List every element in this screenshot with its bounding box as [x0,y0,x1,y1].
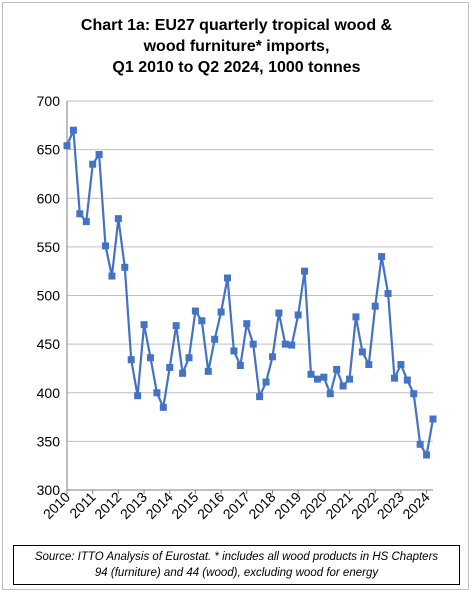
x-tick-label: 2021 [322,489,355,522]
data-point [275,309,283,317]
source-note-line-1: Source: ITTO Analysis of Eurostat. * inc… [34,551,439,563]
data-point [288,341,296,349]
data-point [140,321,148,329]
data-point [146,354,154,362]
data-point [384,290,392,298]
data-point [397,361,405,369]
data-point [243,320,251,328]
data-point [134,392,142,400]
x-tick-label: 2019 [271,489,304,522]
x-tick-label: 2013 [117,489,150,522]
data-point [230,347,238,355]
y-tick-label: 300 [37,482,61,498]
data-point [403,376,411,384]
data-point [256,393,264,401]
data-point [108,272,116,280]
y-axis-ticks: 300 350 400 450 500 550 600 650 700 [37,93,61,498]
data-point [121,263,129,271]
data-point [153,389,161,397]
data-point [365,361,373,369]
data-point [262,378,270,386]
data-point [281,340,289,348]
x-axis-ticks: 2010201120122013201420152016201720182019… [40,489,433,522]
data-point [204,367,212,375]
x-tick-label: 2011 [66,489,99,522]
data-point [224,274,232,282]
data-point [352,313,360,321]
y-tick-label: 400 [37,385,61,401]
x-tick-label: 2012 [91,489,124,522]
data-point [416,440,424,448]
data-point [429,415,437,423]
data-point [82,218,90,226]
source-note: Source: ITTO Analysis of Eurostat. * inc… [13,545,460,585]
chart-frame: Chart 1a: EU27 quarterly tropical wood &… [2,2,469,590]
chart-title-line-1: Chart 1a: EU27 quarterly tropical wood & [80,17,393,34]
data-point [102,242,110,250]
x-tick-label: 2022 [348,489,381,522]
data-point [95,150,103,158]
chart-title-line-3: Q1 2010 to Q2 2024, 1000 tonnes [112,59,361,76]
data-point [166,363,174,371]
y-tick-label: 550 [37,239,61,255]
data-point [294,311,302,319]
data-point [307,370,315,378]
data-point [358,348,366,356]
x-tick-label: 2016 [194,489,227,522]
data-point [410,390,418,398]
data-point [211,335,219,343]
data-point [333,365,341,373]
x-tick-label: 2015 [168,489,201,522]
y-tick-label: 350 [37,433,61,449]
data-point [127,356,135,364]
series-imports [63,126,437,459]
x-tick-label: 2018 [245,489,278,522]
data-point [89,160,97,168]
data-point [313,375,321,383]
y-tick-label: 500 [37,288,61,304]
data-point [390,374,398,382]
data-point [76,210,84,218]
data-point [346,375,354,383]
data-point [320,373,328,381]
series-line [65,129,435,457]
gridlines [67,100,433,491]
data-point [159,403,167,411]
data-point [185,354,193,362]
data-point [249,340,257,348]
data-point [326,390,334,398]
x-tick-label: 2017 [220,489,253,522]
line-chart: 300 350 400 450 500 550 600 650 700 201020112012… [37,93,437,522]
data-point [301,267,309,275]
data-point [268,353,276,361]
data-point [378,253,386,261]
x-tick-label: 2024 [399,489,432,522]
data-point [198,317,206,325]
data-point [423,451,431,459]
x-tick-label: 2020 [297,489,330,522]
data-point [63,142,71,150]
data-point [217,308,225,316]
y-tick-label: 600 [37,190,61,206]
data-point [236,362,244,370]
data-point [114,215,122,223]
x-tick-label: 2014 [143,489,176,522]
data-point [172,322,180,330]
data-point [179,369,187,377]
y-tick-label: 700 [37,93,61,109]
data-point [371,302,379,310]
data-point [191,307,199,315]
source-note-line-2: 94 (furniture) and 44 (wood), excluding … [94,567,379,579]
y-tick-label: 450 [37,336,61,352]
data-point [69,126,77,134]
chart-title-line-2: wood furniture* imports, [143,38,330,55]
x-tick-label: 2023 [374,489,407,522]
data-point [339,382,347,390]
chart-title: Chart 1a: EU27 quarterly tropical wood &… [3,15,470,78]
axes [66,101,433,494]
y-tick-label: 650 [37,142,61,158]
